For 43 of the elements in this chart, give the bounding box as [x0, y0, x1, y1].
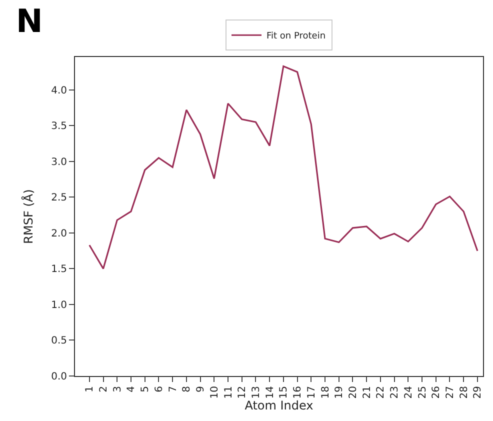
x-tick-label: 14	[264, 386, 276, 399]
x-tick-label: 25	[417, 386, 428, 399]
y-tick-label: 0.5	[51, 336, 67, 347]
y-tick-label: 3.0	[51, 156, 67, 168]
x-tick-label: 20	[348, 386, 359, 399]
x-tick-label: 17	[306, 386, 318, 399]
y-tick-label: 2.5	[51, 192, 67, 204]
x-tick-label: 10	[209, 386, 220, 399]
y-tick-label: 4.0	[51, 85, 67, 96]
x-tick-label: 4	[126, 386, 138, 392]
x-tick-label: 19	[334, 386, 346, 399]
x-axis-title: Atom Index	[244, 398, 314, 413]
x-tick-label: 2	[98, 386, 110, 392]
y-axis-title: RMSF (Å)	[20, 189, 36, 244]
text: N	[16, 2, 43, 40]
x-tick-label: 29	[472, 386, 484, 399]
y-tick-label: 1.5	[51, 264, 67, 276]
x-tick-label: 13	[250, 386, 262, 399]
x-tick-label: 23	[390, 386, 401, 399]
legend-label: Fit on Protein	[266, 32, 326, 42]
x-tick-label: 28	[458, 386, 470, 399]
x-tick-label: 21	[362, 386, 373, 399]
y-tick-label: 3.5	[51, 121, 67, 132]
x-tick-label: 9	[196, 386, 207, 392]
x-tick-label: 12	[237, 386, 248, 399]
x-tick-label: 3	[112, 386, 124, 392]
x-tick-label: 18	[320, 386, 332, 399]
x-tick-label: 16	[292, 386, 304, 399]
x-tick-label: 1	[84, 386, 96, 392]
x-tick-label: 5	[140, 386, 152, 392]
x-tick-label: 15	[278, 386, 290, 399]
x-tick-label: 27	[444, 386, 456, 399]
y-tick-label: 1.0	[51, 300, 67, 311]
line-series	[88, 66, 478, 270]
x-tick-label: 7	[168, 386, 179, 392]
x-tick-label: 24	[403, 386, 414, 399]
x-tick-label: 22	[376, 386, 387, 399]
y-tick-label: 0.0	[51, 372, 67, 382]
x-tick-label: 11	[223, 386, 234, 399]
x-tick-label: 26	[431, 386, 442, 399]
x-tick-label: 8	[182, 386, 193, 392]
y-tick-label: 2.0	[51, 228, 67, 240]
x-tick-label: 6	[154, 386, 165, 392]
